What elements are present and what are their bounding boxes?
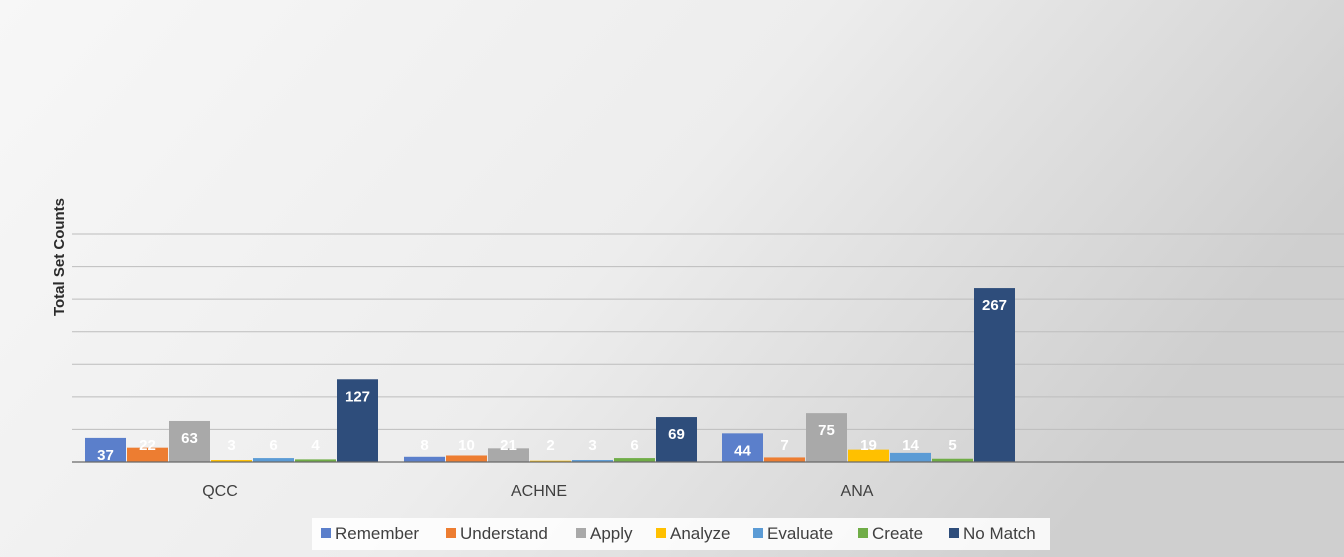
bar-understand-qcc: [127, 447, 168, 462]
bar-create-ana: [932, 458, 973, 462]
legend-label: Remember: [335, 524, 419, 543]
data-label: 2: [546, 437, 554, 454]
data-label: 19: [860, 437, 877, 454]
data-labels: 37 22 63 3 6 4 127 8 10 21 2 3 6 69 44 7 75 19 14 5 267: [97, 297, 1007, 464]
data-label: 10: [458, 437, 475, 454]
bar-understand-ana: [764, 457, 805, 462]
data-label: 6: [630, 437, 638, 454]
data-label: 75: [818, 422, 835, 439]
data-label: 7: [780, 437, 788, 454]
legend-swatch: [446, 528, 456, 538]
data-label: 267: [982, 297, 1007, 314]
bar-no-match-ana: [974, 288, 1015, 462]
category-label: ANA: [841, 483, 874, 500]
bar-no-match-qcc: [337, 379, 378, 462]
data-label: 8: [420, 437, 428, 454]
bar-analyze-qcc: [211, 460, 252, 462]
data-label: 37: [97, 447, 114, 464]
legend-swatch: [321, 528, 331, 538]
legend-box: [312, 518, 1050, 550]
data-label: 21: [500, 437, 517, 454]
data-label: 63: [181, 430, 198, 447]
data-label: 22: [139, 437, 156, 454]
data-label: 69: [668, 426, 685, 443]
legend-swatch: [858, 528, 868, 538]
data-label: 4: [311, 437, 320, 454]
bar-create-qcc: [295, 459, 336, 462]
bar-understand-achne: [446, 455, 487, 462]
bar-analyze-achne: [530, 460, 571, 462]
bar-no-match-achne: [656, 417, 697, 462]
bar-remember-qcc: [85, 437, 126, 462]
legend-swatch: [753, 528, 763, 538]
data-label: 127: [345, 388, 370, 405]
bar-apply-ana: [806, 413, 847, 462]
bar-remember-achne: [404, 456, 445, 462]
data-label: 3: [588, 437, 596, 454]
legend-swatch: [576, 528, 586, 538]
legend-label: Create: [872, 524, 923, 543]
bar-remember-ana: [722, 433, 763, 462]
legend-swatch: [949, 528, 959, 538]
gridlines: [72, 233, 1344, 430]
data-label: 14: [902, 437, 919, 454]
bar-create-achne: [614, 458, 655, 462]
bar-apply-achne: [488, 448, 529, 462]
legend-label: Evaluate: [767, 524, 833, 543]
y-axis-title: Total Set Counts: [51, 198, 68, 316]
legend-label: Apply: [590, 524, 633, 543]
data-label: 44: [734, 442, 751, 459]
category-label: QCC: [202, 483, 238, 500]
bar-evaluate-ana: [890, 452, 931, 462]
legend-label: Analyze: [670, 524, 730, 543]
category-label: ACHNE: [511, 483, 567, 500]
bars: [85, 288, 1015, 462]
legend-label: No Match: [963, 524, 1036, 543]
data-label: 3: [227, 437, 235, 454]
bar-evaluate-achne: [572, 460, 613, 462]
bar-analyze-ana: [848, 449, 889, 462]
legend-label: Understand: [460, 524, 548, 543]
bar-evaluate-qcc: [253, 458, 294, 462]
data-label: 5: [948, 437, 956, 454]
legend: Remember Understand Apply Analyze Evaluate Cr…: [312, 518, 1050, 550]
data-label: 6: [269, 437, 277, 454]
legend-swatch: [656, 528, 666, 538]
bar-apply-qcc: [169, 420, 210, 462]
category-labels: QCC ACHNE ANA: [202, 483, 874, 500]
